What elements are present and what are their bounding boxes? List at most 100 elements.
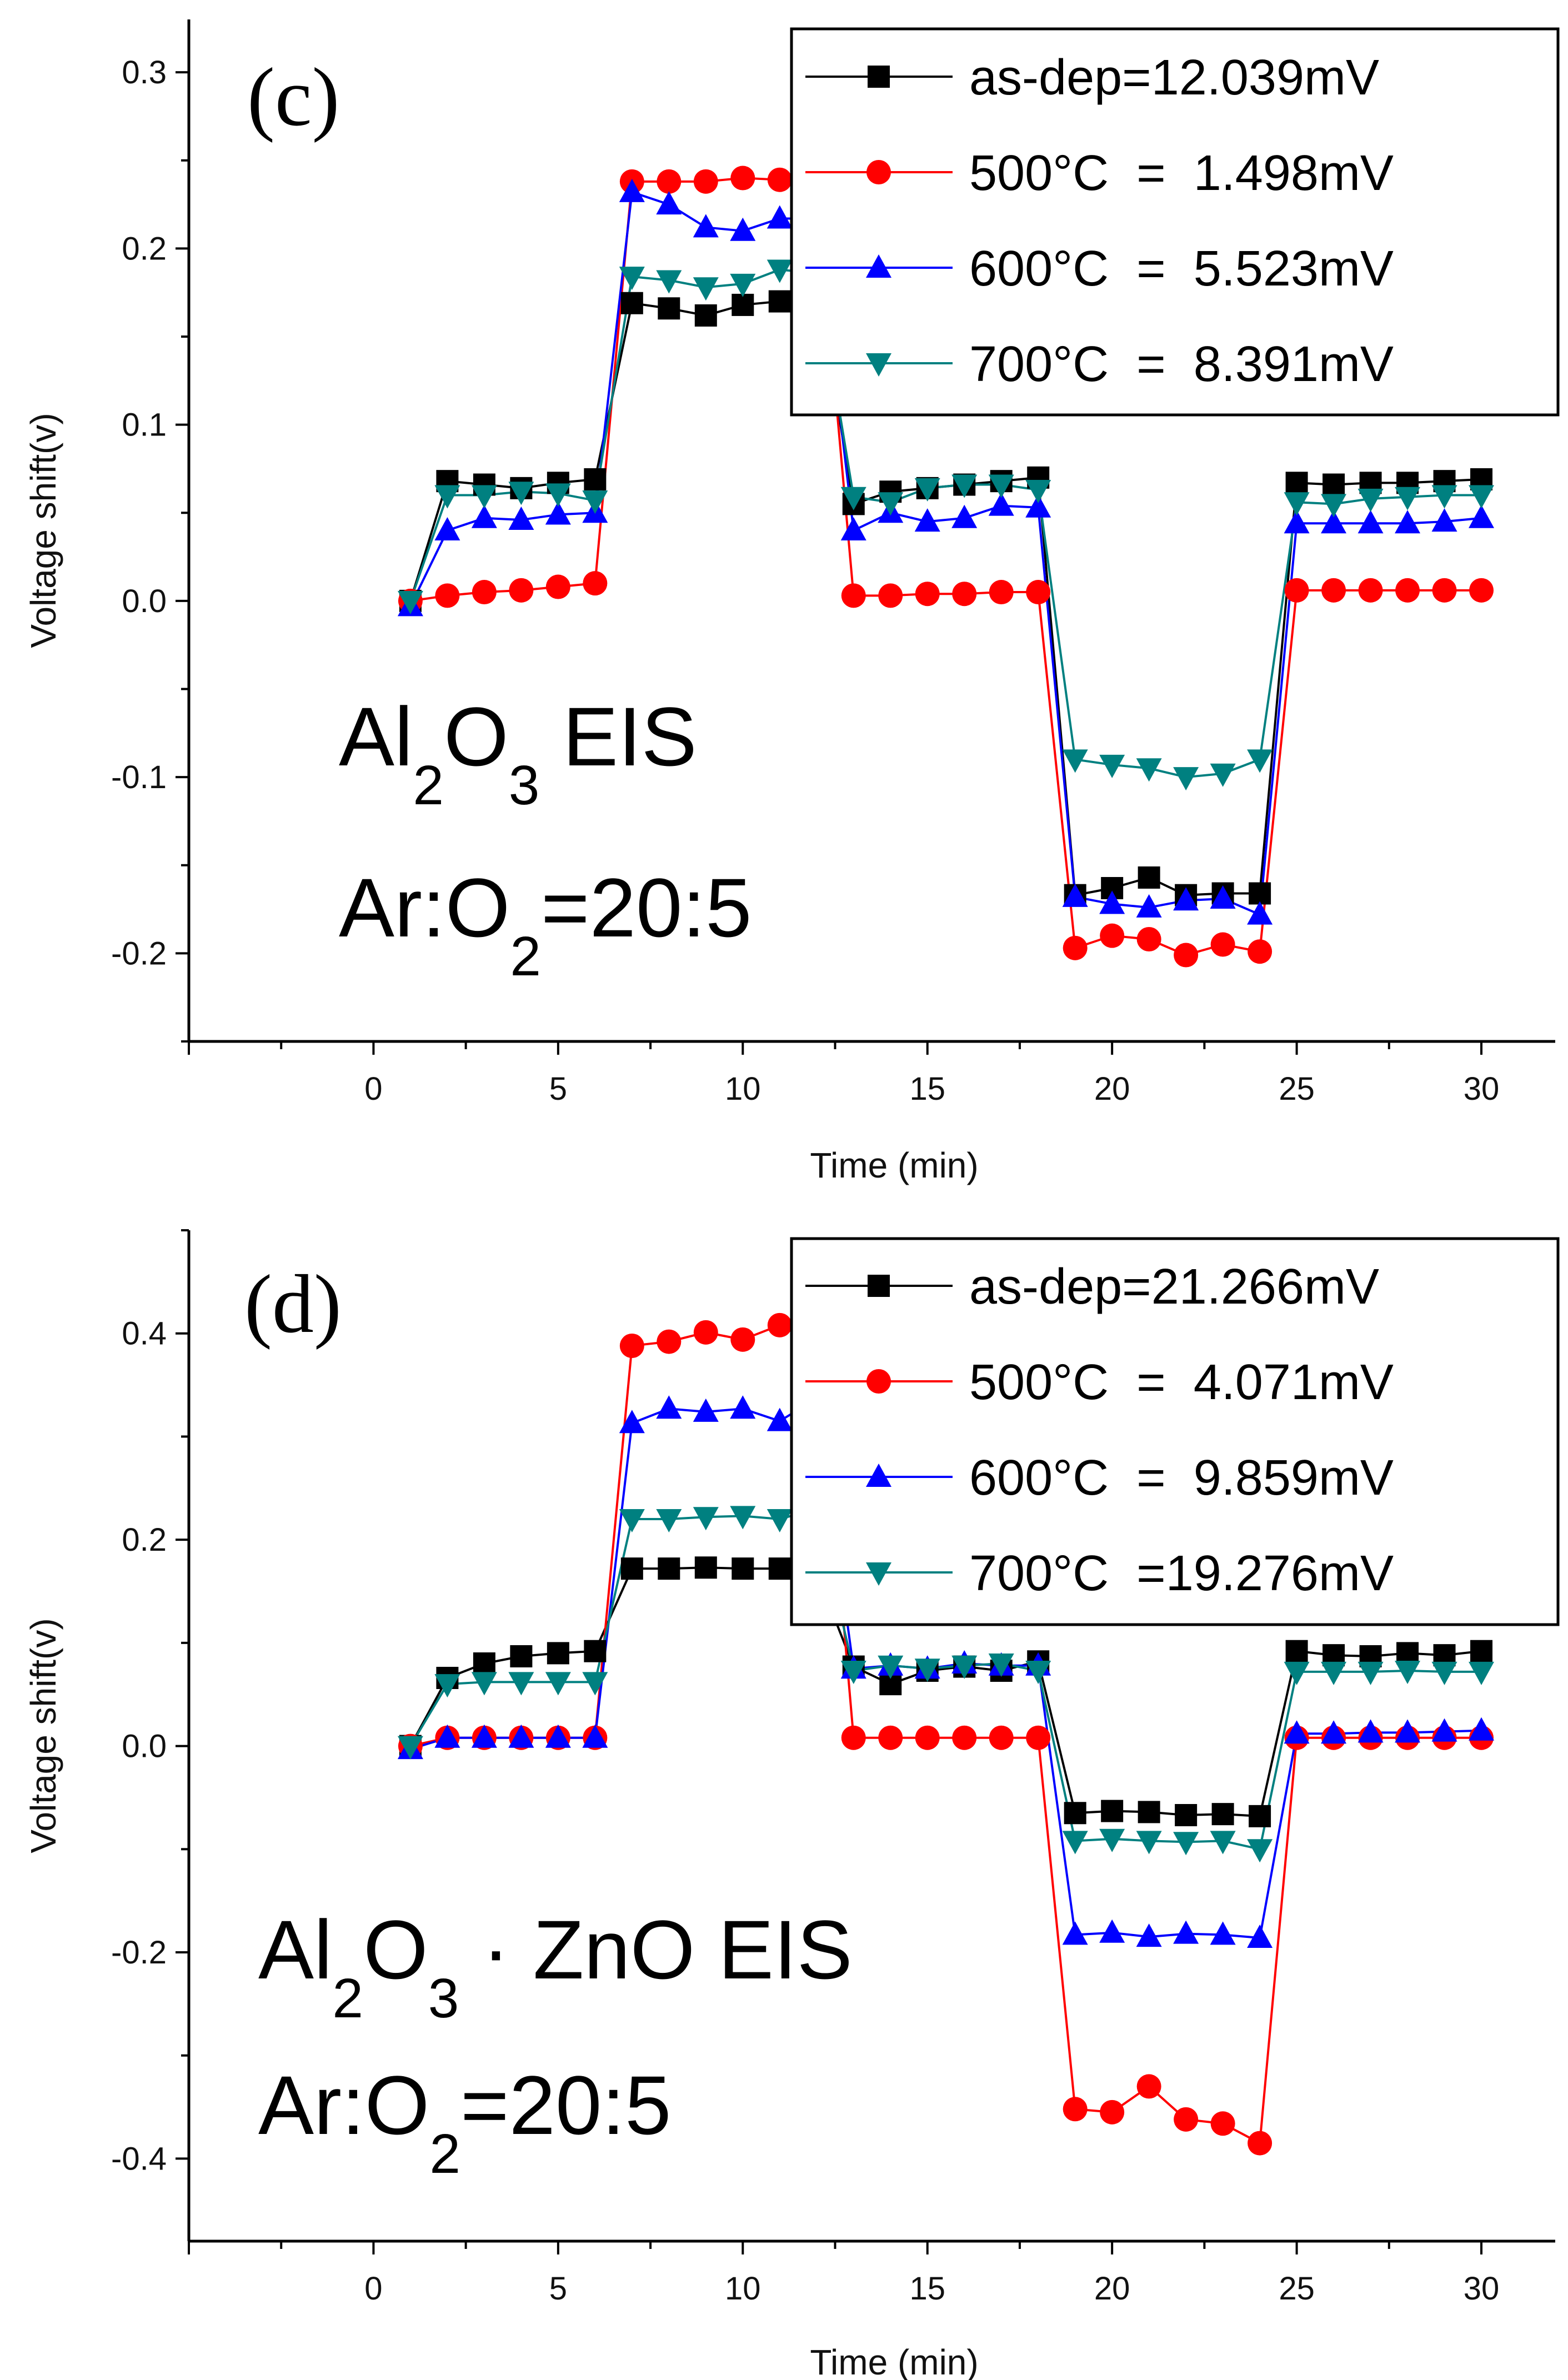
panel-label: (d) [244, 1258, 342, 1350]
data-point-s0-9 [732, 293, 754, 316]
y-tick-label: 0.4 [122, 1316, 167, 1352]
data-point-s0-23 [1249, 882, 1271, 905]
legend-label-1: 500°C = 4.071mV [969, 1355, 1394, 1410]
data-point-s1-26 [1358, 578, 1383, 603]
data-point-s3-24 [1284, 1661, 1310, 1685]
annot-part: =20:5 [541, 861, 752, 954]
data-point-s2-12 [840, 517, 866, 540]
data-point-s0-6 [620, 292, 643, 314]
data-point-s1-9 [730, 1327, 755, 1352]
data-point-s2-9 [730, 217, 756, 241]
data-point-s1-5 [583, 571, 608, 596]
data-point-s2-23 [1247, 1925, 1273, 1948]
data-point-s3-19 [1099, 1828, 1125, 1852]
data-point-s1-15 [952, 1725, 977, 1750]
data-point-s2-25 [1321, 1720, 1347, 1744]
data-point-s3-18 [1062, 1831, 1088, 1855]
x-tick-label: 15 [909, 1071, 945, 1107]
data-point-s3-17 [1025, 480, 1051, 504]
data-point-s1-20 [1136, 927, 1161, 951]
data-point-s1-22 [1210, 932, 1235, 957]
data-point-s0-2 [473, 1652, 495, 1675]
annot-part: · ZnO EIS [459, 1903, 852, 1996]
annot-part: O [363, 1903, 428, 1996]
data-point-s3-26 [1357, 1661, 1384, 1685]
data-point-s0-10 [768, 1557, 791, 1580]
data-point-s3-1 [434, 485, 460, 509]
data-point-s3-27 [1395, 1661, 1421, 1684]
data-point-s1-14 [915, 1725, 940, 1750]
data-point-s3-22 [1210, 1831, 1236, 1855]
legend-marker-3 [866, 1562, 891, 1586]
y-axis-title: Voltage shift(v) [23, 413, 63, 648]
data-point-s2-28 [1431, 508, 1457, 532]
data-point-s2-25 [1321, 510, 1347, 534]
annot-part: O [444, 690, 509, 783]
data-point-s3-4 [545, 483, 571, 507]
annot-part: Al [339, 690, 413, 783]
y-tick-label: -0.1 [111, 759, 167, 795]
legend-marker-0 [868, 1275, 890, 1297]
annot-part: Ar:O [258, 2058, 429, 2152]
data-point-s3-10 [767, 259, 793, 283]
data-point-s0-21 [1175, 1804, 1198, 1826]
data-point-s2-21 [1173, 887, 1199, 911]
data-point-s2-18 [1062, 1921, 1088, 1945]
x-axis-title: Time (min) [810, 1145, 978, 1185]
data-point-s3-10 [767, 1509, 793, 1532]
data-point-s1-20 [1136, 2074, 1161, 2099]
data-point-s2-29 [1469, 1717, 1495, 1741]
data-point-s3-18 [1062, 749, 1088, 773]
data-point-s1-24 [1284, 578, 1309, 603]
x-tick-label: 5 [549, 2271, 567, 2307]
data-point-s1-9 [730, 166, 755, 191]
data-point-s1-19 [1100, 923, 1125, 948]
data-point-s1-23 [1248, 939, 1273, 964]
data-point-s3-21 [1173, 1832, 1199, 1856]
data-point-s3-29 [1469, 1661, 1495, 1685]
data-point-s2-4 [545, 1724, 571, 1748]
data-point-s1-8 [693, 169, 718, 194]
data-point-s0-8 [694, 304, 717, 327]
data-point-s3-7 [656, 270, 682, 294]
legend-marker-2 [866, 254, 891, 278]
data-point-s0-24 [1285, 1640, 1308, 1662]
data-point-s3-6 [619, 1509, 645, 1532]
legend-marker-3 [866, 353, 891, 377]
annot-subscript: 3 [428, 1967, 459, 2030]
data-point-s1-7 [657, 169, 682, 194]
data-point-s1-18 [1063, 2097, 1088, 2122]
data-point-s0-7 [658, 1557, 680, 1580]
data-point-s3-15 [951, 474, 978, 498]
data-point-s1-2 [472, 580, 497, 605]
data-point-s3-14 [914, 1659, 940, 1682]
data-point-s2-3 [508, 506, 534, 530]
data-point-s3-15 [951, 1655, 978, 1679]
data-point-s2-10 [767, 205, 793, 229]
data-point-s2-7 [656, 191, 682, 215]
data-point-s1-3 [509, 578, 534, 603]
y-tick-label: -0.2 [111, 935, 167, 971]
x-tick-label: 25 [1279, 2271, 1315, 2307]
data-point-s2-5 [582, 1724, 608, 1748]
panel-c: 0 5 10 15 20 25 30 -0.2 -0.1 0.0 0.1 0.2 0.3 Time (mi… [23, 19, 1560, 1185]
data-point-s2-19 [1099, 1919, 1125, 1943]
data-point-s2-16 [988, 492, 1014, 516]
data-point-s3-1 [434, 1674, 460, 1698]
data-point-s1-14 [915, 582, 940, 607]
legend-label-3: 700°C =19.276mV [969, 1546, 1394, 1601]
data-point-s3-12 [840, 1661, 866, 1684]
data-point-s0-19 [1101, 1800, 1124, 1822]
panel-d: 0 5 10 15 20 25 30 -0.4 -0.2 0.0 0.2 0.4 Time (min) V… [23, 1229, 1560, 2380]
annotation-line-2: Ar:O2=20:5 [258, 2058, 672, 2185]
data-point-s0-4 [547, 1642, 569, 1665]
data-point-s3-24 [1284, 492, 1310, 516]
data-point-s1-18 [1063, 935, 1088, 960]
data-point-s1-1 [435, 583, 460, 608]
data-point-s1-17 [1026, 580, 1051, 605]
data-point-s2-3 [508, 1724, 534, 1748]
data-point-s0-22 [1211, 1803, 1234, 1826]
data-point-s2-22 [1210, 885, 1236, 909]
data-point-s0-8 [694, 1556, 717, 1579]
